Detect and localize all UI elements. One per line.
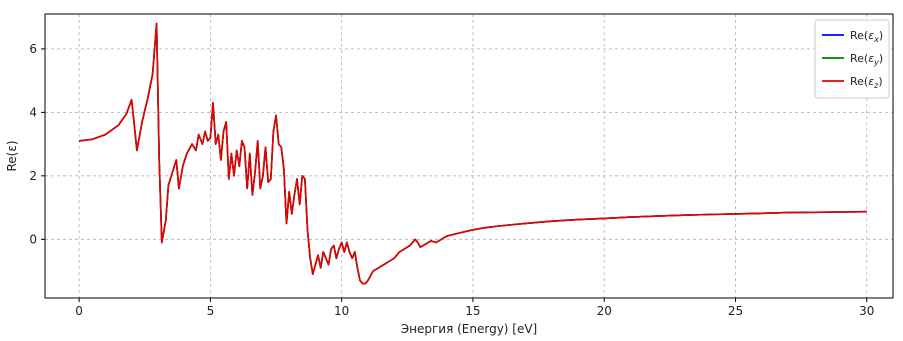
legend: Re(εx) Re(εy) Re(εz) <box>814 19 890 99</box>
legend-label-1: Re(εx) <box>850 29 883 44</box>
series-lines <box>79 22 867 285</box>
x-tick-label: 5 <box>207 304 215 318</box>
axis-ticks: 0 5 10 15 20 25 30 0 2 4 6 <box>29 42 874 318</box>
x-tick-label: 25 <box>728 304 743 318</box>
y-tick-label: 2 <box>29 169 37 183</box>
x-axis-label: Энергия (Energy) [eV] <box>401 322 538 336</box>
legend-box <box>814 19 890 99</box>
legend-label-3: Re(εz) <box>850 75 883 90</box>
series-line-3 <box>79 22 867 285</box>
x-tick-label: 30 <box>859 304 874 318</box>
x-tick-label: 20 <box>597 304 612 318</box>
x-tick-label: 0 <box>75 304 83 318</box>
y-tick-label: 0 <box>29 232 37 246</box>
plot-area-frame <box>44 13 894 299</box>
y-axis-label: Re(ε) <box>5 140 19 171</box>
y-tick-label: 6 <box>29 42 37 56</box>
x-tick-label: 15 <box>465 304 480 318</box>
grid <box>45 14 893 298</box>
y-tick-label: 4 <box>29 105 37 119</box>
x-tick-label: 10 <box>334 304 349 318</box>
legend-label-2: Re(εy) <box>850 52 883 67</box>
